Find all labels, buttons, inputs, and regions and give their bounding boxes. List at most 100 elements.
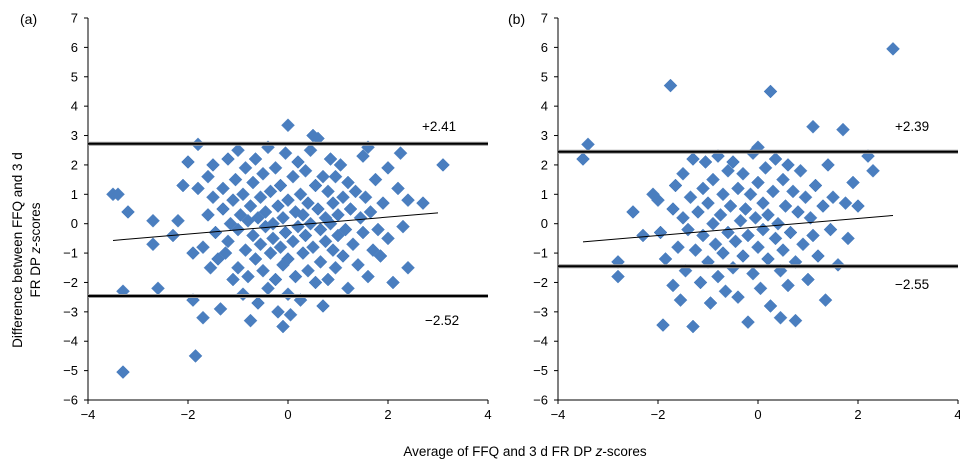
y-tick-label: −3	[63, 304, 78, 319]
upper-limit-label: +2.41	[422, 119, 456, 134]
data-point	[263, 184, 278, 199]
data-point	[338, 222, 353, 237]
data-point	[213, 302, 228, 316]
data-point	[756, 222, 770, 237]
data-point	[733, 213, 748, 228]
data-point	[381, 161, 395, 175]
data-point	[331, 208, 345, 222]
data-point	[146, 237, 160, 252]
data-point	[111, 187, 125, 202]
data-point	[726, 155, 740, 169]
data-point	[846, 175, 860, 190]
data-point	[243, 199, 258, 213]
data-point	[806, 228, 820, 243]
data-point	[698, 155, 713, 169]
data-point	[273, 240, 288, 255]
y-tick-label: −6	[63, 393, 78, 408]
data-point	[261, 281, 275, 296]
data-point	[611, 269, 625, 284]
data-point	[251, 210, 265, 225]
x-tick-label: −2	[181, 407, 196, 422]
data-point	[771, 216, 785, 231]
data-point	[176, 178, 190, 193]
data-point	[271, 199, 285, 213]
x-tick-label: −4	[551, 407, 566, 422]
data-point	[781, 278, 795, 293]
y-tick-label: −1	[63, 246, 78, 261]
data-point	[381, 231, 395, 246]
data-point	[271, 304, 285, 319]
y-tick-label: −4	[533, 334, 548, 349]
data-point	[576, 152, 590, 166]
data-point	[776, 172, 790, 187]
y-tick-label: −4	[63, 334, 78, 349]
data-point	[711, 269, 725, 284]
data-point	[258, 205, 273, 219]
data-point	[691, 205, 705, 219]
data-point	[233, 208, 248, 222]
data-point	[778, 199, 793, 213]
data-point	[796, 237, 810, 252]
data-point	[808, 178, 823, 193]
data-point	[751, 175, 765, 190]
data-point	[298, 163, 313, 178]
data-point	[251, 296, 265, 310]
data-point	[841, 231, 855, 246]
data-point	[351, 257, 365, 272]
data-point	[256, 166, 270, 181]
data-point	[666, 202, 680, 216]
y-tick-label: 1	[541, 187, 548, 202]
data-point	[636, 228, 650, 243]
data-point	[801, 272, 815, 287]
data-point	[696, 181, 710, 196]
data-point	[701, 196, 715, 210]
data-point	[751, 240, 765, 255]
data-point	[366, 243, 380, 257]
data-point	[248, 152, 263, 166]
data-point	[718, 284, 733, 299]
x-tick-label: −2	[651, 407, 666, 422]
data-point	[886, 42, 900, 56]
data-point	[836, 122, 850, 137]
data-point	[706, 216, 720, 231]
data-point	[396, 219, 410, 234]
data-point	[231, 143, 245, 158]
y-tick-label: 3	[71, 128, 78, 143]
data-point	[308, 178, 323, 193]
data-point	[286, 234, 300, 249]
y-tick-label: 2	[541, 157, 548, 172]
lower-limit-label: −2.52	[425, 313, 459, 328]
data-point	[626, 205, 640, 219]
data-point	[288, 269, 303, 284]
data-point	[656, 318, 670, 332]
data-point	[333, 158, 348, 172]
data-point	[296, 208, 310, 222]
data-point	[273, 178, 288, 193]
data-point	[281, 193, 295, 208]
data-point	[731, 181, 745, 196]
panel-label: (a)	[20, 11, 37, 27]
data-point	[291, 155, 305, 169]
data-point	[328, 169, 343, 184]
data-point	[296, 246, 310, 260]
data-point	[253, 190, 268, 205]
data-point	[303, 143, 318, 158]
data-point	[151, 281, 165, 296]
data-point	[581, 137, 595, 152]
data-point	[346, 237, 360, 252]
data-point	[713, 208, 728, 222]
data-point	[746, 266, 760, 281]
data-point	[753, 281, 768, 296]
data-point	[323, 152, 338, 166]
data-point	[241, 269, 255, 284]
data-point	[218, 246, 233, 260]
y-tick-label: 7	[541, 11, 548, 26]
data-point	[766, 184, 780, 199]
data-point	[703, 296, 718, 310]
upper-limit-label: +2.39	[895, 119, 929, 134]
data-point	[301, 263, 315, 278]
data-point	[668, 178, 683, 193]
data-point	[748, 210, 763, 225]
data-point	[731, 290, 745, 305]
y-tick-label: −2	[63, 275, 78, 290]
